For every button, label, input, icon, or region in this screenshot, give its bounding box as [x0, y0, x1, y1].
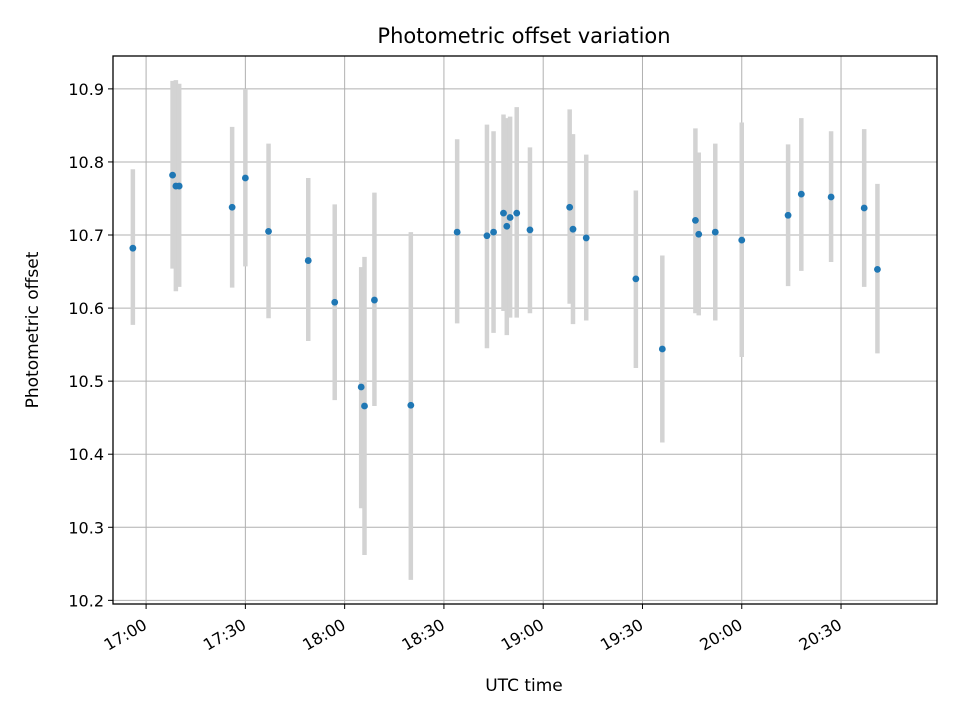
- data-point: [526, 226, 534, 234]
- data-point: [483, 232, 491, 240]
- data-point: [357, 383, 365, 391]
- y-axis-title: Photometric offset: [23, 251, 43, 408]
- data-point: [304, 257, 312, 264]
- data-point: [371, 296, 378, 304]
- data-point: [874, 265, 881, 273]
- data-point: [513, 209, 521, 217]
- plot-frame: [112, 55, 938, 605]
- data-point: [692, 217, 699, 224]
- data-point: [827, 193, 835, 201]
- data-point: [490, 228, 497, 236]
- data-point: [265, 227, 272, 235]
- data-point: [503, 222, 511, 230]
- data-point: [695, 230, 703, 238]
- y-tick-label: 10.9: [68, 80, 104, 99]
- y-tick-label: 10.8: [68, 153, 104, 172]
- data-point: [228, 203, 236, 211]
- y-tick-label: 10.5: [68, 372, 104, 391]
- y-tick-label: 10.3: [68, 518, 104, 537]
- data-point: [500, 209, 507, 217]
- x-axis-title: UTC time: [485, 676, 563, 696]
- y-tick-label: 10.7: [68, 226, 104, 245]
- data-point: [407, 401, 415, 409]
- data-point: [784, 211, 792, 219]
- data-point: [331, 298, 339, 306]
- data-point: [453, 228, 461, 236]
- data-point: [582, 234, 590, 242]
- y-tick-label: 10.2: [68, 591, 104, 610]
- data-point: [658, 345, 666, 353]
- data-point: [797, 190, 805, 198]
- data-point: [738, 236, 746, 244]
- data-point: [860, 204, 868, 212]
- data-point: [169, 171, 176, 179]
- data-point: [241, 174, 249, 182]
- chart-title: Photometric offset variation: [377, 24, 670, 48]
- data-point: [632, 275, 640, 283]
- data-point: [711, 228, 719, 236]
- y-tick-label: 10.6: [68, 299, 104, 318]
- data-point: [506, 214, 514, 221]
- y-tick-label: 10.4: [68, 445, 104, 464]
- data-points: [129, 171, 881, 410]
- y-axis-ticks: 10.2 10.3 10.4 10.5 10.6 10.7 10.8 10.9: [68, 80, 113, 610]
- data-point: [569, 225, 577, 233]
- data-point: [566, 203, 574, 211]
- data-point: [361, 402, 368, 410]
- data-point: [175, 182, 183, 190]
- data-point: [129, 244, 137, 252]
